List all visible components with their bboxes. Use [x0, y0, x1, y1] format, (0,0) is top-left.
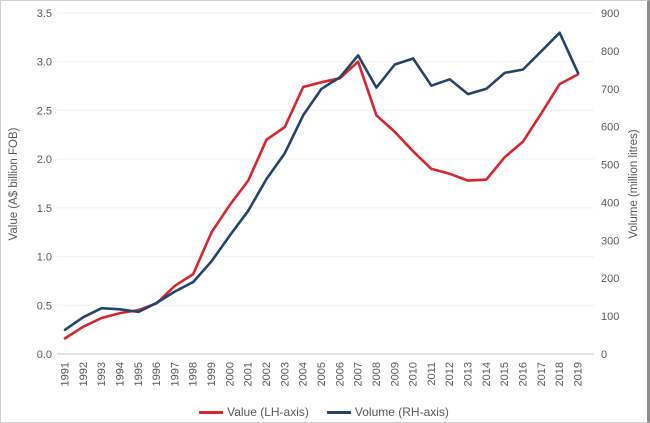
x-axis-tick-label: 2003 — [279, 362, 291, 386]
right-axis-title: Volume (million litres) — [628, 129, 640, 238]
y-axis-tick-label-left: 2.5 — [37, 105, 52, 117]
x-axis-tick-label: 1997 — [169, 362, 181, 386]
x-axis-tick-label: 2017 — [536, 362, 548, 386]
legend-label-volume: Volume (RH-axis) — [354, 405, 449, 419]
x-axis-tick-label: 2015 — [499, 362, 511, 386]
y-axis-tick-label-left: 3.0 — [37, 57, 52, 69]
x-axis-tick-label: 2014 — [481, 362, 493, 386]
x-axis-tick-label: 1992 — [78, 362, 90, 386]
value-line — [63, 60, 580, 340]
y-axis-tick-label-right: 700 — [601, 84, 619, 96]
chart-legend: Value (LH-axis) Volume (RH-axis) — [199, 405, 449, 419]
y-axis-tick-label-right: 500 — [601, 160, 619, 172]
y-axis-tick-label-left: 3.5 — [37, 8, 52, 20]
y-axis-tick-label-right: 300 — [601, 235, 619, 247]
x-axis-tick-label: 2016 — [518, 362, 530, 386]
y-axis-tick-label-right: 800 — [601, 46, 619, 58]
volume-line-swatch — [326, 410, 351, 414]
x-axis-tick-label: 2009 — [389, 362, 401, 386]
x-axis-tick-label: 2018 — [554, 362, 566, 386]
x-axis-tick-label: 1993 — [96, 362, 108, 386]
x-axis-tick-label: 2005 — [316, 362, 328, 386]
left-axis-title: Value (A$ billion FOB) — [8, 127, 20, 240]
x-axis-tick-label: 1996 — [151, 362, 163, 386]
y-axis-tick-label-right: 600 — [601, 122, 619, 134]
y-axis-tick-label-right: 900 — [601, 8, 619, 20]
x-axis-tick-label: 1991 — [60, 362, 72, 386]
x-axis-tick-label: 2013 — [463, 362, 475, 386]
x-axis-tick-label: 2011 — [426, 362, 438, 386]
x-axis-tick-label: 2007 — [353, 362, 365, 386]
x-axis-tick-label: 2000 — [224, 362, 236, 386]
x-axis-tick-label: 2004 — [298, 362, 310, 386]
y-axis-tick-label-left: 0.0 — [37, 349, 52, 361]
x-axis-tick-label: 1999 — [206, 362, 218, 386]
y-axis-tick-label-left: 0.5 — [37, 300, 52, 312]
y-axis-tick-label-left: 2.0 — [37, 154, 52, 166]
x-axis-tick-label: 2002 — [261, 362, 273, 386]
value-line-swatch — [199, 410, 224, 414]
x-axis-tick-label: 1998 — [188, 362, 200, 386]
y-axis-tick-label-right: 400 — [601, 197, 619, 209]
legend-item-value: Value (LH-axis) — [199, 405, 309, 419]
y-axis-tick-label-right: 200 — [601, 273, 619, 285]
x-axis-tick-label: 2001 — [243, 362, 255, 386]
legend-item-volume: Volume (RH-axis) — [326, 405, 449, 419]
volume-line — [63, 31, 580, 332]
x-axis-tick-label: 2012 — [444, 362, 456, 386]
y-axis-tick-label-right: 100 — [601, 311, 619, 323]
x-axis-tick-label: 2019 — [572, 362, 584, 386]
x-axis-tick-label: 2008 — [371, 362, 383, 386]
x-axis-tick-label: 2006 — [334, 362, 346, 386]
x-axis-tick-label: 1994 — [114, 362, 126, 386]
x-axis-tick-label: 2010 — [408, 362, 420, 386]
y-axis-tick-label-right: 0 — [601, 349, 607, 361]
legend-label-value: Value (LH-axis) — [227, 405, 309, 419]
y-axis-tick-label-left: 1.0 — [37, 252, 52, 264]
x-axis-tick-label: 1995 — [133, 362, 145, 386]
y-axis-tick-label-left: 1.5 — [37, 203, 52, 215]
